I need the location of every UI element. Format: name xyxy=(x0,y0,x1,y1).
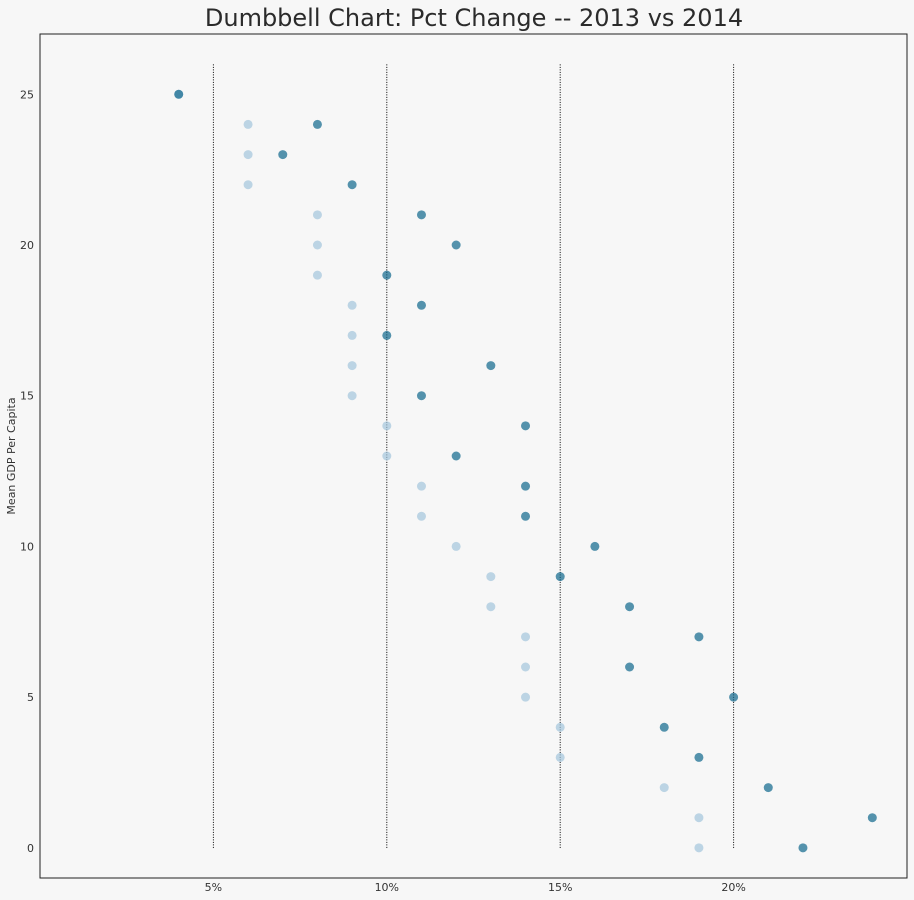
point-series2-12 xyxy=(521,481,531,491)
point-series1-11 xyxy=(416,511,426,521)
point-series2-20 xyxy=(451,240,461,250)
point-series1-19 xyxy=(312,270,322,280)
point-series2-11 xyxy=(521,511,531,521)
y-tick-label-6: 25 xyxy=(20,88,34,101)
point-series2-1 xyxy=(867,813,877,823)
point-series1-22 xyxy=(243,180,253,190)
point-series2-0 xyxy=(798,843,808,853)
point-series1-6 xyxy=(521,662,531,672)
point-series2-16 xyxy=(486,361,496,371)
point-series2-3 xyxy=(694,752,704,762)
point-series2-14 xyxy=(521,421,531,431)
point-series1-15 xyxy=(347,391,357,401)
point-series1-9 xyxy=(486,572,496,582)
point-series1-1 xyxy=(694,813,704,823)
point-series2-6 xyxy=(625,662,635,672)
chart-title: Dumbbell Chart: Pct Change -- 2013 vs 20… xyxy=(205,4,743,32)
x-tick-label-2: 10% xyxy=(375,881,399,894)
y-tick-label-2: 5 xyxy=(27,691,34,704)
point-series2-10 xyxy=(590,541,600,551)
plot-frame xyxy=(39,33,908,879)
point-series2-19 xyxy=(382,270,392,280)
point-series2-9 xyxy=(555,572,565,582)
point-series2-25 xyxy=(174,89,184,99)
point-series1-10 xyxy=(451,541,461,551)
point-series2-23 xyxy=(278,150,288,160)
point-series1-16 xyxy=(347,361,357,371)
point-series2-18 xyxy=(416,300,426,310)
point-series2-24 xyxy=(312,119,322,129)
point-series2-17 xyxy=(382,330,392,340)
x-tick-label-1: 5% xyxy=(205,881,222,894)
point-series1-23 xyxy=(243,150,253,160)
point-series2-15 xyxy=(416,391,426,401)
point-series1-8 xyxy=(486,602,496,612)
point-series1-0 xyxy=(694,843,704,853)
point-series1-5 xyxy=(521,692,531,702)
y-axis-label: Mean GDP Per Capita xyxy=(5,397,18,514)
point-series1-2 xyxy=(659,783,669,793)
point-series2-22 xyxy=(347,180,357,190)
point-series2-4 xyxy=(659,722,669,732)
point-series1-12 xyxy=(416,481,426,491)
y-tick-label-4: 15 xyxy=(20,390,34,403)
point-series2-8 xyxy=(625,602,635,612)
y-tick-label-1: 0 xyxy=(27,842,34,855)
point-series2-13 xyxy=(451,451,461,461)
plot-area: 5% 10% 15% 20% 0 5 10 15 20 25 xyxy=(20,33,908,894)
point-series2-2 xyxy=(763,783,773,793)
point-series1-17 xyxy=(347,330,357,340)
point-series1-13 xyxy=(382,451,392,461)
point-series2-21 xyxy=(416,210,426,220)
y-tick-label-5: 20 xyxy=(20,239,34,252)
x-tick-label-3: 15% xyxy=(548,881,572,894)
point-series2-5 xyxy=(729,692,739,702)
point-series1-18 xyxy=(347,300,357,310)
point-series1-21 xyxy=(312,210,322,220)
x-tick-label-4: 20% xyxy=(721,881,745,894)
point-series1-4 xyxy=(555,722,565,732)
point-series1-7 xyxy=(521,632,531,642)
y-tick-label-3: 10 xyxy=(20,540,34,553)
point-series1-24 xyxy=(243,119,253,129)
point-series2-7 xyxy=(694,632,704,642)
point-series1-14 xyxy=(382,421,392,431)
point-series1-20 xyxy=(312,240,322,250)
point-series1-3 xyxy=(555,752,565,762)
